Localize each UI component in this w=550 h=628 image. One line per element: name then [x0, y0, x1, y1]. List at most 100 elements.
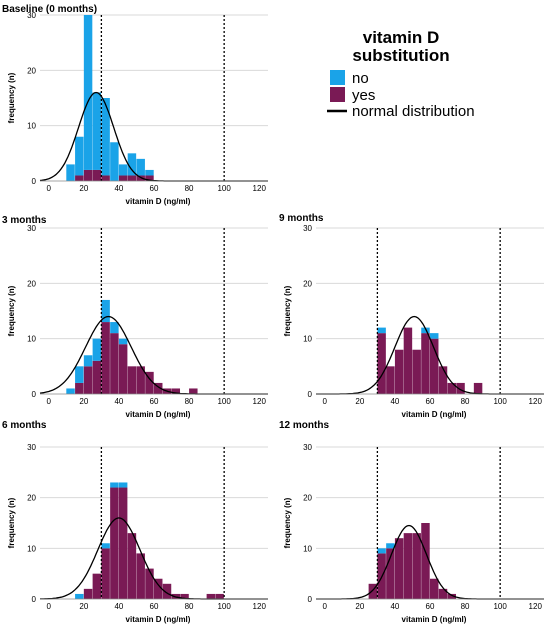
x-tick-label: 60: [150, 397, 159, 406]
bar-yes: [75, 175, 84, 181]
y-tick-label: 30: [27, 443, 36, 452]
x-tick-label: 60: [426, 397, 435, 406]
bar-yes: [101, 548, 110, 599]
y-tick-label: 0: [32, 177, 37, 186]
bar-no: [110, 142, 119, 181]
y-tick-label: 10: [303, 544, 312, 553]
x-tick-label: 100: [217, 397, 231, 406]
bar-no: [101, 543, 110, 549]
x-tick-label: 120: [253, 397, 267, 406]
x-tick-label: 120: [529, 602, 543, 611]
x-tick-label: 120: [529, 397, 543, 406]
y-tick-label: 10: [27, 544, 36, 553]
bar-no: [101, 299, 110, 323]
x-tick-label: 120: [253, 602, 267, 611]
bar-yes: [412, 349, 421, 394]
x-tick-label: 100: [493, 397, 507, 406]
x-axis-label: vitamin D (ng/ml): [126, 197, 191, 206]
bar-no: [118, 482, 128, 488]
bar-yes: [412, 533, 421, 599]
x-tick-label: 40: [114, 602, 123, 611]
bar-no: [145, 169, 154, 176]
chart-panel-4: 12 months 0 10 20 30 0 20 40 60 80 100 120 vitamin D…: [279, 420, 544, 624]
x-tick-label: 80: [461, 602, 470, 611]
bar-yes: [206, 593, 216, 599]
x-tick-label: 0: [47, 184, 52, 193]
y-tick-label: 0: [32, 595, 37, 604]
bar-yes: [110, 487, 119, 599]
bar-no: [101, 98, 110, 176]
panel-title: Baseline (0 months): [2, 4, 97, 15]
bar-no: [66, 388, 75, 394]
bar-yes: [118, 175, 128, 181]
bar-yes: [101, 175, 110, 181]
y-axis-label: frequency (n): [7, 497, 16, 548]
bar-yes: [189, 388, 198, 394]
x-axis-label: vitamin D (ng/ml): [402, 410, 467, 419]
legend-swatch-yes: [330, 87, 345, 102]
bar-yes: [438, 366, 448, 394]
bar-no: [386, 543, 395, 549]
panel-title: 3 months: [2, 215, 47, 226]
x-axis-label: vitamin D (ng/ml): [126, 615, 191, 624]
x-tick-label: 60: [150, 602, 159, 611]
y-tick-label: 30: [303, 224, 312, 233]
bar-yes: [83, 588, 93, 599]
legend-title-line2: substitution: [352, 46, 449, 65]
bar-no: [75, 136, 84, 176]
bar-yes: [92, 360, 102, 394]
x-tick-label: 120: [253, 184, 267, 193]
bar-yes: [180, 593, 189, 599]
bar-yes: [421, 523, 430, 599]
bar-yes: [473, 382, 483, 394]
y-tick-label: 0: [308, 595, 313, 604]
x-tick-label: 100: [493, 602, 507, 611]
bar-no: [92, 338, 102, 361]
bar-yes: [438, 588, 448, 599]
legend-label-no: no: [352, 70, 369, 87]
y-axis-label: frequency (n): [7, 72, 16, 123]
x-tick-label: 0: [47, 602, 52, 611]
y-tick-label: 20: [27, 279, 36, 288]
y-tick-label: 30: [27, 224, 36, 233]
bar-yes: [430, 578, 439, 599]
bar-yes: [447, 593, 457, 599]
bar-yes: [394, 349, 404, 394]
x-tick-label: 40: [114, 397, 123, 406]
bar-yes: [447, 382, 457, 394]
bar-yes: [75, 382, 84, 394]
bar-yes: [377, 333, 386, 394]
bar-no: [136, 158, 145, 176]
bar-yes: [118, 487, 128, 599]
normal-distribution-curve: [39, 315, 268, 395]
y-tick-label: 10: [27, 335, 36, 344]
y-tick-label: 30: [27, 11, 36, 20]
bar-yes: [430, 338, 439, 394]
bar-no: [66, 164, 75, 181]
y-tick-label: 20: [27, 494, 36, 503]
x-tick-label: 80: [185, 602, 194, 611]
chart-panel-1: 3 months 0 10 20 30 0 20 40 60 80 100 120 vitamin D …: [2, 215, 268, 419]
x-axis-label: vitamin D (ng/ml): [126, 410, 191, 419]
chart-panel-0: Baseline (0 months) 0 10 20 30 0 20 40 60 80 100 12…: [2, 4, 268, 206]
y-axis-label: frequency (n): [7, 285, 16, 336]
bar-yes: [101, 322, 110, 394]
bar-yes: [145, 371, 154, 394]
bar-no: [118, 164, 128, 176]
x-tick-label: 80: [185, 184, 194, 193]
bar-yes: [83, 169, 93, 181]
bar-no: [75, 593, 84, 599]
y-tick-label: 10: [303, 335, 312, 344]
bar-yes: [215, 593, 224, 599]
bar-yes: [386, 548, 395, 599]
y-axis-label: frequency (n): [283, 497, 292, 548]
x-tick-label: 0: [323, 397, 328, 406]
x-tick-label: 40: [114, 184, 123, 193]
x-tick-label: 100: [217, 184, 231, 193]
y-tick-label: 20: [27, 66, 36, 75]
x-tick-label: 80: [461, 397, 470, 406]
legend-label-normal-distribution: normal distribution: [352, 103, 475, 120]
x-tick-label: 20: [79, 184, 88, 193]
bar-yes: [162, 583, 172, 599]
bar-yes: [118, 344, 128, 394]
